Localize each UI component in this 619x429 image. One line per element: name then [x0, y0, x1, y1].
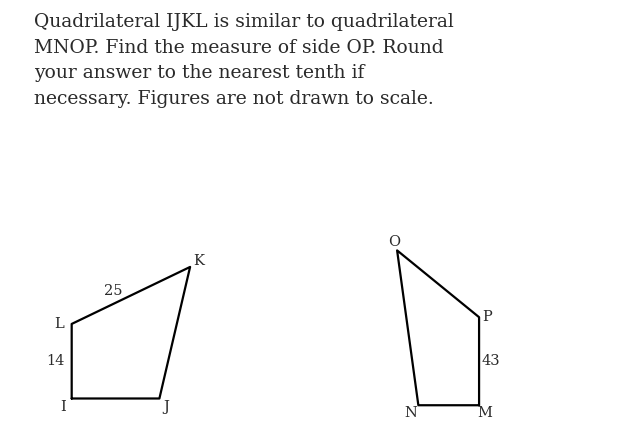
- Text: I: I: [60, 400, 66, 414]
- Text: O: O: [388, 235, 400, 249]
- Text: P: P: [483, 310, 493, 324]
- Text: L: L: [54, 317, 64, 331]
- Text: N: N: [405, 405, 417, 420]
- Text: Quadrilateral IJKL is similar to quadrilateral
MNOP. Find the measure of side OP: Quadrilateral IJKL is similar to quadril…: [34, 13, 454, 108]
- Text: J: J: [163, 400, 170, 414]
- Text: 43: 43: [482, 354, 501, 368]
- Text: 25: 25: [104, 284, 123, 298]
- Text: 14: 14: [46, 354, 65, 368]
- Text: K: K: [193, 254, 204, 268]
- Text: M: M: [478, 405, 493, 420]
